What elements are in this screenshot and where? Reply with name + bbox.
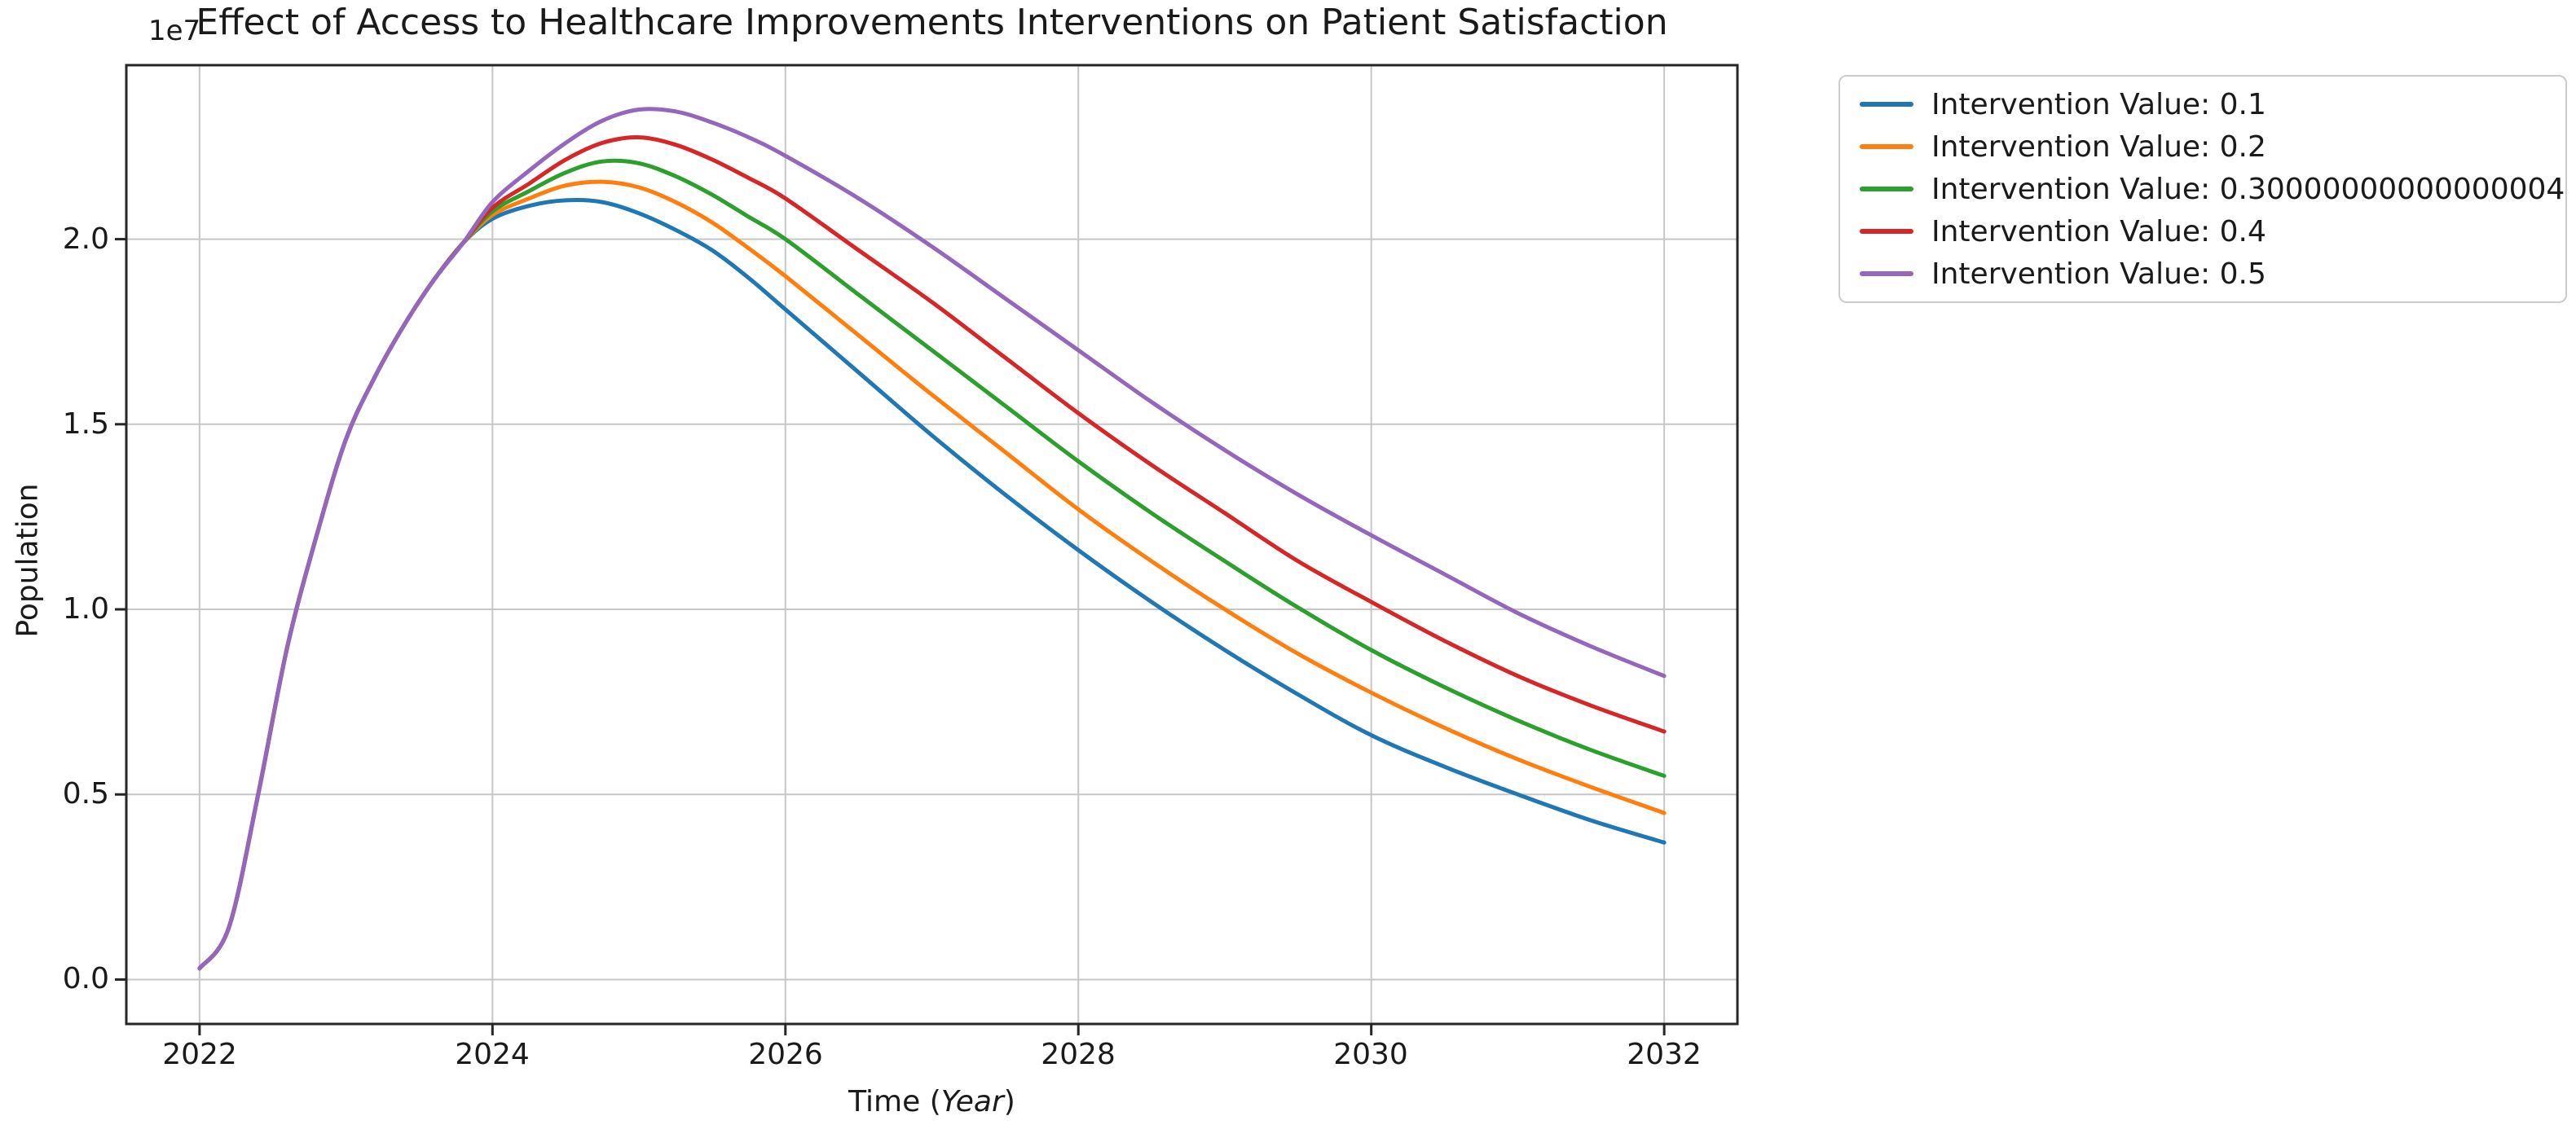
- legend-line-swatch: [1860, 271, 1913, 276]
- gridlines: [126, 65, 1737, 1024]
- series-line-0: [197, 198, 1667, 971]
- legend-line-swatch: [1860, 144, 1913, 149]
- legend-label: Intervention Value: 0.1: [1931, 87, 2266, 121]
- legend-line-swatch: [1860, 187, 1913, 191]
- series-lines: [197, 107, 1667, 971]
- legend-line-swatch: [1860, 102, 1913, 107]
- y-tick-label: 0.5: [62, 777, 109, 811]
- legend-label: Intervention Value: 0.2: [1931, 130, 2266, 164]
- legend-item: Intervention Value: 0.4: [1860, 212, 2557, 251]
- y-tick-label: 2.0: [62, 222, 109, 256]
- y-tick-label: 1.0: [62, 592, 109, 626]
- legend-label: Intervention Value: 0.30000000000000004: [1931, 172, 2565, 206]
- series-line-2: [197, 158, 1667, 971]
- y-tick-label: 0.0: [62, 962, 109, 995]
- x-axis-label-prefix: Time (: [848, 1085, 941, 1118]
- chart-title: Effect of Access to Healthcare Improveme…: [196, 2, 1668, 43]
- y-axis-offset-label: 1e7: [148, 15, 201, 47]
- legend-item: Intervention Value: 0.2: [1860, 127, 2557, 166]
- x-tick-label: 2028: [1041, 1038, 1116, 1071]
- series-line-3: [197, 135, 1667, 971]
- x-tick-label: 2026: [748, 1038, 823, 1071]
- legend-label: Intervention Value: 0.5: [1931, 257, 2266, 291]
- x-axis-label: Time (Year): [126, 1085, 1737, 1118]
- legend-item: Intervention Value: 0.1: [1860, 85, 2557, 124]
- y-tick-label: 1.5: [62, 407, 109, 441]
- plot-border: [125, 64, 1739, 1026]
- legend-line-swatch: [1860, 229, 1913, 234]
- x-axis-label-unit: Year: [940, 1085, 1004, 1118]
- axis-tick-marks: [115, 238, 1666, 1035]
- x-tick-label: 2032: [1627, 1038, 1702, 1071]
- legend-item: Intervention Value: 0.30000000000000004: [1860, 169, 2565, 209]
- legend-item: Intervention Value: 0.5: [1860, 254, 2557, 293]
- legend: Intervention Value: 0.1 Intervention Val…: [1838, 75, 2567, 303]
- x-tick-label: 2022: [162, 1038, 237, 1071]
- legend-label: Intervention Value: 0.4: [1931, 214, 2266, 248]
- x-tick-label: 2030: [1333, 1038, 1408, 1071]
- x-tick-label: 2024: [455, 1038, 530, 1071]
- x-axis-label-suffix: ): [1003, 1085, 1015, 1118]
- series-line-4: [197, 107, 1667, 971]
